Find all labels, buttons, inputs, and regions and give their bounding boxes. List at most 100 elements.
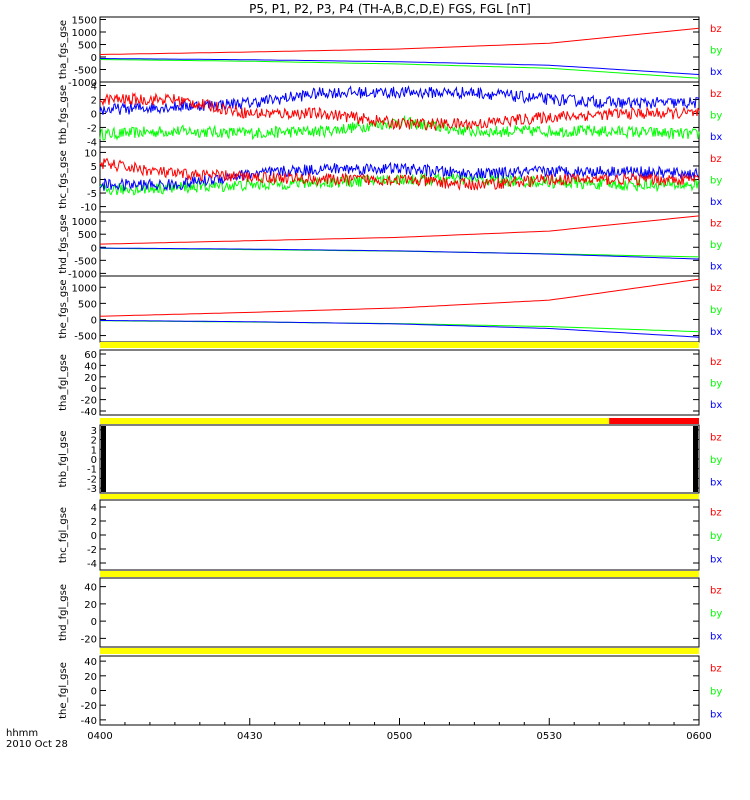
panel-frame: [99, 424, 700, 494]
legend-by: by: [710, 46, 722, 57]
legend-bx: bx: [710, 67, 722, 78]
ytick-label: -2: [87, 474, 97, 485]
ylabel: thc_fgs_gse: [58, 150, 69, 209]
ylabel: the_fgl_gse: [58, 662, 69, 719]
status-bar-warn: [609, 418, 699, 424]
panel-thd_fgl_gse: 40 20 0 -20 thd_fgl_gse bz by bx: [58, 577, 722, 648]
panel-the_fgs_gse: 1000 500 0 -500 the_fgs_gse bz by bx: [58, 275, 722, 343]
ytick-label: 0: [91, 315, 97, 326]
ytick-label: 0: [91, 617, 97, 628]
status-bars: [100, 342, 699, 654]
ytick-label: -500: [74, 256, 97, 267]
ytick-label: -1000: [68, 269, 97, 280]
legend-by: by: [710, 455, 722, 466]
ytick-label: -2: [87, 545, 97, 556]
legend-bz: bz: [710, 24, 722, 35]
ytick-label: 1500: [72, 16, 97, 27]
ytick-label: 40: [84, 657, 97, 668]
ytick-label: 1000: [72, 283, 97, 294]
ytick-label: 20: [84, 373, 97, 384]
ytick-label: -40: [81, 407, 97, 418]
xtick-label: 0430: [237, 731, 262, 742]
status-bar-ok: [100, 418, 610, 424]
legend-by: by: [710, 111, 722, 122]
ytick-label: 60: [84, 350, 97, 361]
series-by: [99, 59, 700, 79]
xtick-label: 0600: [686, 731, 711, 742]
legend-bx: bx: [710, 132, 722, 143]
data-gap-band: [693, 426, 698, 492]
ylabel: tha_fgs_gse: [58, 20, 69, 79]
panel-the_fgl_gse: 40 20 0 -20 -40 the_fgl_gse bz by bx: [58, 655, 722, 727]
ytick-label: 4: [91, 81, 97, 92]
status-bar-ok: [100, 342, 699, 348]
xtick-label: 0500: [387, 731, 412, 742]
legend-bz: bz: [710, 283, 722, 294]
ytick-label: -40: [81, 716, 97, 727]
ytick-label: -10: [81, 203, 97, 214]
ytick-label: 1: [91, 445, 97, 456]
legend-bx: bx: [710, 710, 722, 721]
ytick-label: 0: [91, 53, 97, 64]
ytick-label: 3: [91, 426, 97, 437]
series-bx: [99, 161, 700, 192]
ylabel: tha_fgl_gse: [58, 354, 69, 411]
status-bar-ok: [100, 571, 699, 577]
ytick-label: 10: [84, 148, 97, 159]
ytick-label: 4: [91, 503, 97, 514]
series-bx: [100, 58, 700, 75]
panel-frame: [99, 349, 700, 416]
time-axis: 0400 0430 0500 0530 0600: [87, 718, 712, 742]
ytick-label: -1: [87, 465, 97, 476]
ytick-label: -4: [87, 559, 97, 570]
data-gap-band: [101, 426, 106, 492]
series-bz: [99, 215, 700, 245]
ytick-label: -2: [87, 123, 97, 134]
ytick-label: -20: [81, 701, 97, 712]
panel-frame: [99, 655, 700, 726]
legend-bx: bx: [710, 327, 722, 338]
ylabel: thd_fgl_gse: [58, 584, 69, 641]
legend-by: by: [710, 305, 722, 316]
ytick-label: 1000: [72, 28, 97, 39]
ylabel: thc_fgl_gse: [58, 507, 69, 563]
ytick-label: 40: [84, 361, 97, 372]
ytick-label: 500: [78, 299, 97, 310]
ytick-label: 0: [91, 243, 97, 254]
status-bar-ok: [100, 648, 699, 654]
legend-bz: bz: [710, 357, 722, 368]
series-bx: [99, 247, 700, 260]
time-label-date: 2010 Oct 28: [6, 739, 68, 750]
panel-frame: [99, 211, 700, 277]
ytick-label: 2: [91, 517, 97, 528]
legend-bx: bx: [710, 632, 722, 643]
panel-thc_fgl_gse: 4 2 0 -2 -4 thc_fgl_gse bz by bx: [58, 499, 722, 571]
panel-thc_fgs_gse: 10 5 0 -5 -10 thc_fgs_gse bz by bx: [58, 146, 722, 214]
ytick-label: 500: [78, 41, 97, 52]
legend-by: by: [710, 176, 722, 187]
ytick-label: 40: [84, 583, 97, 594]
series-bx: [99, 85, 700, 115]
legend-bx: bx: [710, 197, 722, 208]
ytick-label: 500: [78, 230, 97, 241]
ytick-label: 0: [91, 455, 97, 466]
legend-bz: bz: [710, 89, 722, 100]
legend-by: by: [710, 379, 722, 390]
ytick-label: -5: [87, 189, 97, 200]
legend-by: by: [710, 531, 722, 542]
panel-frame: [99, 577, 700, 648]
xtick-label: 0400: [87, 731, 112, 742]
ytick-label: -20: [81, 634, 97, 645]
status-bar-ok: [100, 494, 699, 499]
time-label-hhmm: hhmm: [6, 728, 38, 739]
series-bz: [99, 91, 700, 132]
ytick-label: 2: [91, 436, 97, 447]
ytick-label: -1000: [68, 78, 97, 89]
ytick-label: 1000: [72, 217, 97, 228]
ytick-label: -500: [74, 332, 97, 343]
legend-by: by: [710, 609, 722, 620]
